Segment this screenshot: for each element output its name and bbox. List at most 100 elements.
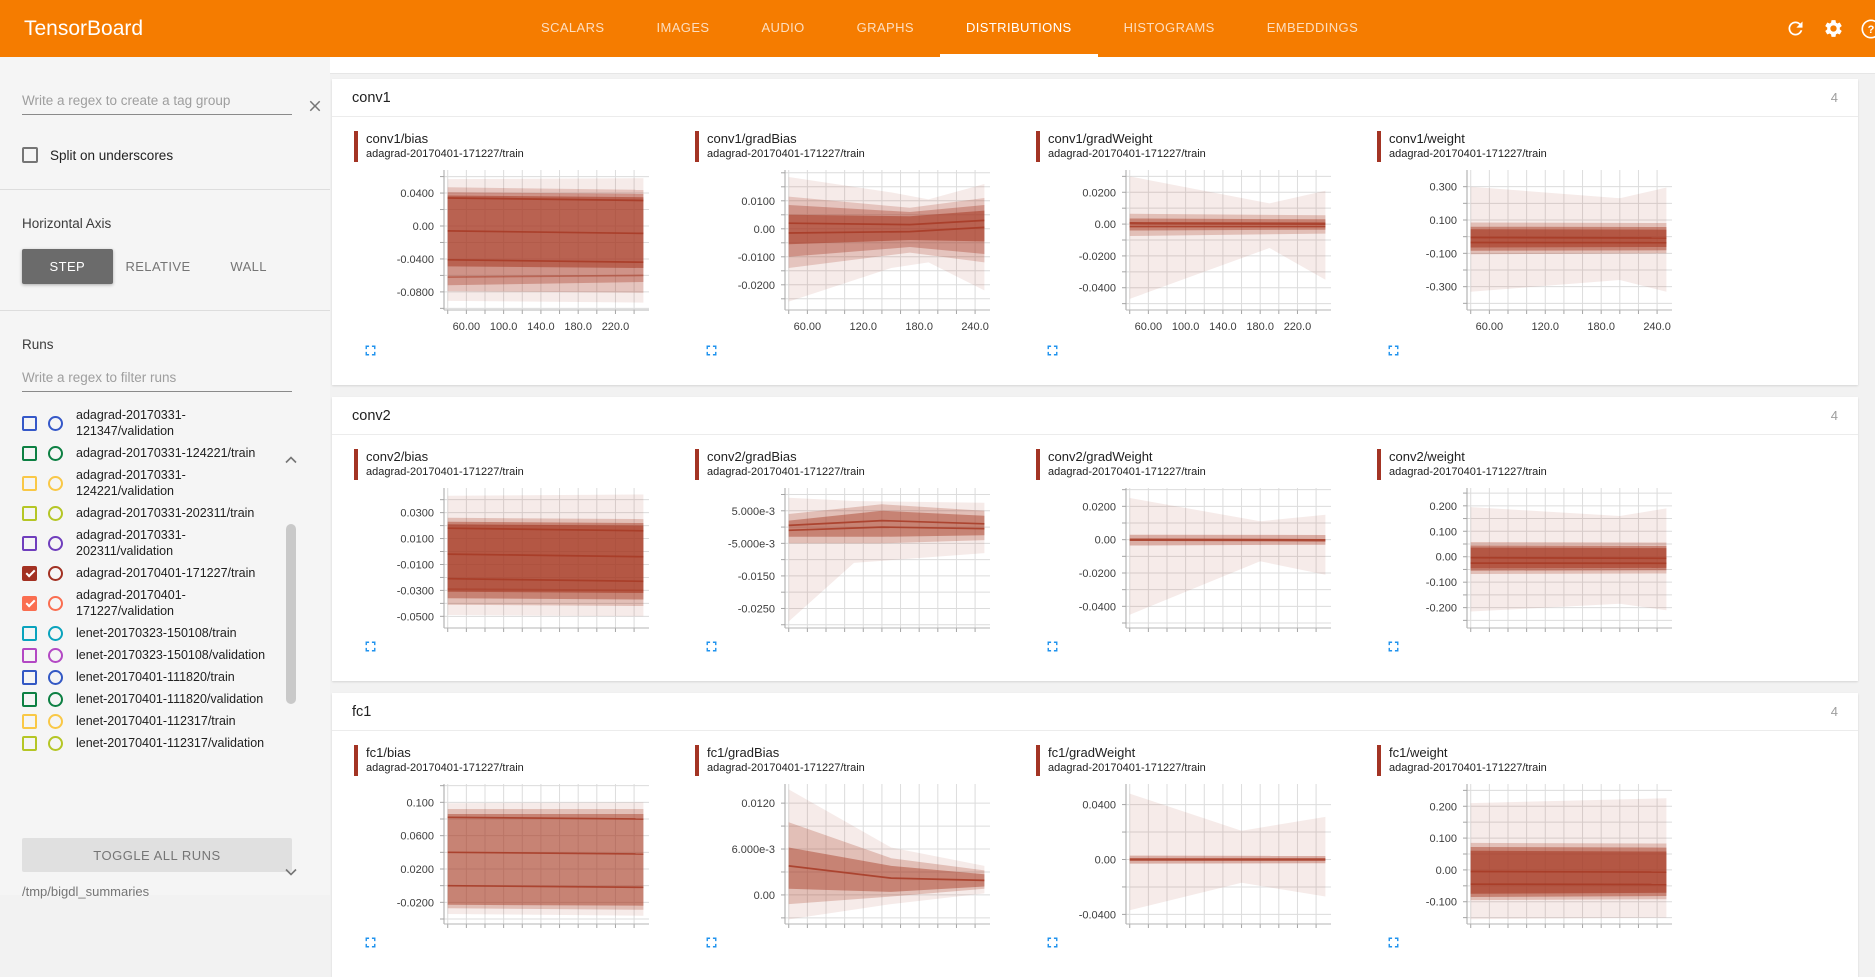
fullscreen-icon[interactable] [703, 934, 720, 951]
run-color-circle[interactable] [48, 535, 63, 551]
run-color-circle[interactable] [48, 691, 63, 707]
run-row[interactable]: adagrad-20170401-171227/train [22, 562, 284, 584]
runs-list: adagrad-20170331-121347/validation adagra… [22, 404, 284, 828]
step-button[interactable]: STEP [22, 249, 113, 284]
fullscreen-icon[interactable] [1385, 934, 1402, 951]
fullscreen-icon[interactable] [362, 638, 379, 655]
help-icon[interactable]: ? [1860, 18, 1875, 40]
run-label[interactable]: lenet-20170401-111820/train [76, 670, 235, 684]
tab-scalars[interactable]: SCALARS [541, 19, 605, 35]
fullscreen-icon[interactable] [362, 934, 379, 951]
fullscreen-icon[interactable] [703, 638, 720, 655]
group-header[interactable]: conv1 4 [332, 79, 1858, 117]
split-on-underscores-checkbox[interactable] [22, 147, 38, 163]
chart-title-block: conv2/weight adagrad-20170401-171227/trai… [1377, 449, 1705, 480]
run-color-circle[interactable] [48, 415, 63, 431]
tab-histograms[interactable]: HISTOGRAMS [1123, 19, 1215, 35]
run-checkbox[interactable] [22, 713, 37, 729]
split-on-underscores-row[interactable]: Split on underscores [22, 147, 330, 163]
wall-button[interactable]: WALL [230, 259, 267, 274]
chart-title: fc1/gradWeight [1048, 745, 1136, 760]
run-label[interactable]: adagrad-20170331-202311/train [76, 506, 255, 520]
fullscreen-icon[interactable] [703, 342, 720, 359]
chart-plot: 0.0100 0.00 -0.0100 -0.0200 60.00 120.0 180.0 2… [738, 170, 990, 333]
run-label[interactable]: lenet-20170401-112317/train [76, 714, 236, 728]
run-checkbox[interactable] [22, 475, 37, 491]
run-row[interactable]: lenet-20170401-112317/validation [22, 732, 284, 754]
scroll-up-icon[interactable] [283, 452, 299, 468]
fullscreen-icon[interactable] [1044, 934, 1061, 951]
run-color-circle[interactable] [48, 565, 63, 581]
run-checkbox[interactable] [22, 445, 37, 461]
settings-icon[interactable] [1822, 18, 1844, 40]
chart-run-color-bar [695, 449, 699, 480]
runs-scrollbar[interactable] [283, 452, 299, 880]
run-color-circle[interactable] [48, 445, 63, 461]
tab-embeddings[interactable]: EMBEDDINGS [1266, 19, 1359, 35]
run-color-circle[interactable] [48, 475, 63, 491]
run-checkbox[interactable] [22, 505, 37, 521]
run-row[interactable]: adagrad-20170331-124221/validation [22, 464, 284, 502]
run-label[interactable]: lenet-20170323-150108/validation [76, 648, 266, 662]
tab-distributions[interactable]: DISTRIBUTIONS [939, 0, 1098, 57]
tab-graphs[interactable]: GRAPHS [856, 19, 914, 35]
run-label[interactable]: adagrad-20170401-171227/train [76, 566, 256, 580]
run-row[interactable]: lenet-20170323-150108/validation [22, 644, 284, 666]
run-color-circle[interactable] [48, 713, 63, 729]
svg-text:0.00: 0.00 [1095, 535, 1116, 547]
run-color-circle[interactable] [48, 669, 63, 685]
run-row[interactable]: adagrad-20170401-171227/validation [22, 584, 284, 622]
tab-audio[interactable]: AUDIO [761, 19, 805, 35]
run-checkbox[interactable] [22, 669, 37, 685]
scrollbar-thumb[interactable] [286, 524, 296, 704]
run-color-circle[interactable] [48, 647, 63, 663]
run-row[interactable]: lenet-20170323-150108/train [22, 622, 284, 644]
run-label[interactable]: adagrad-20170331-124221/validation [76, 468, 186, 498]
chart-title-block: conv2/gradBias adagrad-20170401-171227/tr… [695, 449, 1023, 480]
chart-tile: fc1/gradBias adagrad-20170401-171227/trai… [693, 745, 1023, 951]
fullscreen-icon[interactable] [1385, 342, 1402, 359]
run-label[interactable]: adagrad-20170331-124221/train [76, 446, 256, 460]
run-label[interactable]: adagrad-20170401-171227/validation [76, 588, 186, 618]
run-color-circle[interactable] [48, 625, 63, 641]
svg-text:6.000e-3: 6.000e-3 [732, 844, 775, 856]
run-row[interactable]: adagrad-20170331-202311/validation [22, 524, 284, 562]
toggle-all-runs-button[interactable]: TOGGLE ALL RUNS [22, 838, 292, 872]
group-header[interactable]: fc1 4 [332, 693, 1858, 731]
close-icon[interactable] [306, 97, 324, 115]
group-header[interactable]: conv2 4 [332, 397, 1858, 435]
run-label[interactable]: lenet-20170401-112317/validation [76, 736, 265, 750]
run-color-circle[interactable] [48, 595, 63, 611]
run-row[interactable]: lenet-20170401-111820/validation [22, 688, 284, 710]
run-row[interactable]: lenet-20170401-112317/train [22, 710, 284, 732]
scroll-down-icon[interactable] [283, 864, 299, 880]
refresh-icon[interactable] [1784, 18, 1806, 40]
run-checkbox[interactable] [22, 595, 37, 611]
run-filter-input[interactable] [22, 368, 292, 392]
run-row[interactable]: adagrad-20170331-202311/train [22, 502, 284, 524]
run-checkbox[interactable] [22, 647, 37, 663]
run-label[interactable]: adagrad-20170331-121347/validation [76, 408, 186, 438]
run-label[interactable]: adagrad-20170331-202311/validation [76, 528, 186, 558]
run-checkbox[interactable] [22, 735, 37, 751]
run-row[interactable]: adagrad-20170331-121347/validation [22, 404, 284, 442]
run-label[interactable]: lenet-20170401-111820/validation [76, 692, 264, 706]
fullscreen-icon[interactable] [1385, 638, 1402, 655]
tag-group-regex-input[interactable] [22, 91, 292, 115]
fullscreen-icon[interactable] [1044, 638, 1061, 655]
run-checkbox[interactable] [22, 625, 37, 641]
run-color-circle[interactable] [48, 735, 63, 751]
run-label[interactable]: lenet-20170323-150108/train [76, 626, 237, 640]
run-color-circle[interactable] [48, 505, 63, 521]
run-checkbox[interactable] [22, 415, 37, 431]
chart-run-subtitle: adagrad-20170401-171227/train [707, 762, 865, 774]
run-row[interactable]: lenet-20170401-111820/train [22, 666, 284, 688]
relative-button[interactable]: RELATIVE [125, 259, 191, 274]
fullscreen-icon[interactable] [362, 342, 379, 359]
run-checkbox[interactable] [22, 565, 37, 581]
run-checkbox[interactable] [22, 691, 37, 707]
run-row[interactable]: adagrad-20170331-124221/train [22, 442, 284, 464]
run-checkbox[interactable] [22, 535, 37, 551]
tab-images[interactable]: IMAGES [656, 19, 710, 35]
fullscreen-icon[interactable] [1044, 342, 1061, 359]
